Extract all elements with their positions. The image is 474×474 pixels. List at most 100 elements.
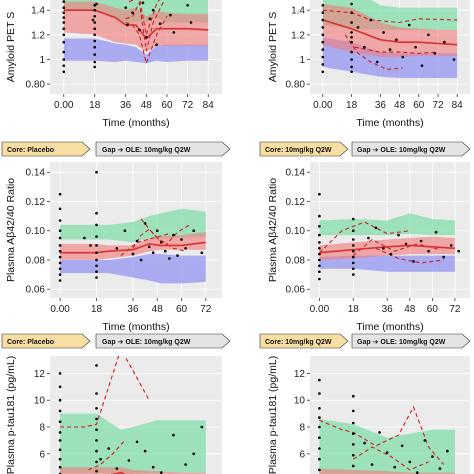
- core-phase-label: Core: 10mg/kg Q2W: [265, 339, 332, 346]
- data-point: [62, 58, 66, 61]
- data-point: [58, 457, 62, 461]
- median-percentile-band: [322, 4, 458, 57]
- data-point: [95, 392, 98, 395]
- data-point: [382, 31, 385, 34]
- data-point: [62, 64, 66, 67]
- ole-phase-label: Gap ➔ OLE: 10mg/kg Q2W: [102, 339, 191, 346]
- data-point: [427, 33, 430, 37]
- plot-content: [50, 162, 222, 298]
- x-axis-title: Time (months): [356, 117, 423, 129]
- data-point: [433, 52, 437, 55]
- data-point: [352, 238, 355, 241]
- x-axis-title: Time (months): [102, 321, 169, 333]
- median-line: [319, 244, 455, 254]
- x-axis-title: Time (months): [102, 117, 169, 129]
- y-tick-label: 6: [299, 449, 305, 460]
- data-point: [186, 4, 189, 7]
- data-point: [318, 252, 321, 256]
- observed-percentile-line: [322, 9, 458, 24]
- data-point: [352, 261, 355, 265]
- data-point: [442, 255, 445, 259]
- plot-content: [310, 373, 470, 474]
- x-tick-label: 72: [449, 304, 461, 315]
- y-tick-label: 0.08: [286, 255, 306, 266]
- data-point: [446, 449, 449, 453]
- data-point: [350, 11, 353, 14]
- data-point: [160, 241, 163, 244]
- data-point: [95, 460, 98, 464]
- data-point: [408, 460, 412, 464]
- data-point: [419, 239, 423, 243]
- data-point: [58, 398, 62, 402]
- panel-ptau-left: 6 8 10 12 Plasma p-tau181 (pg/mL): [5, 356, 222, 474]
- y-tick-label: 0.06: [26, 285, 46, 296]
- data-point: [352, 432, 355, 436]
- data-point: [95, 364, 98, 367]
- observed-percentile-line: [132, 228, 186, 252]
- data-point: [369, 18, 373, 22]
- y-tick-label: 0.14: [26, 168, 46, 179]
- median-percentile-band: [63, 1, 209, 53]
- y-tick-label: 1.4: [291, 6, 305, 17]
- x-tick-label: 0.00: [50, 304, 70, 315]
- data-point: [385, 451, 389, 454]
- ole-phase-label: Gap ➔ OLE: 10mg/kg Q2W: [357, 147, 446, 154]
- data-point: [95, 2, 98, 6]
- data-point: [318, 378, 321, 382]
- data-point: [58, 372, 62, 375]
- data-point: [356, 26, 360, 29]
- data-point: [99, 457, 102, 461]
- data-point: [93, 60, 96, 64]
- phase-arrows-row1: Core: Placebo Gap ➔ OLE: 10mg/kg Q2W Cor…: [1, 141, 471, 157]
- data-point: [95, 417, 98, 421]
- data-point: [350, 21, 353, 24]
- median-line: [60, 241, 206, 254]
- data-point: [135, 239, 139, 243]
- data-point: [58, 219, 62, 222]
- data-point: [449, 244, 453, 247]
- y-tick-label: 10: [34, 396, 46, 407]
- panel-pet-right: 0.80 1 1.2 1.4 0.00 18 36 48 60 72 84 Time (months)…: [267, 0, 470, 129]
- median-line: [63, 9, 209, 40]
- data-point: [58, 431, 62, 434]
- data-point: [350, 36, 353, 39]
- data-point: [363, 45, 366, 49]
- data-point: [352, 229, 355, 232]
- data-point: [192, 452, 195, 456]
- data-point: [318, 392, 321, 395]
- data-point: [350, 40, 353, 44]
- y-tick-label: 0.80: [286, 80, 306, 91]
- data-point: [321, 18, 325, 22]
- data-point: [95, 469, 98, 473]
- data-point: [375, 60, 379, 64]
- data-point: [169, 13, 172, 17]
- data-point: [192, 229, 195, 232]
- data-point: [95, 170, 98, 174]
- data-point: [93, 53, 96, 56]
- data-point: [393, 465, 397, 469]
- data-point: [93, 45, 96, 49]
- ole-phase-arrow-right: Gap ➔ OLE: 10mg/kg Q2W: [351, 333, 471, 349]
- data-point: [318, 270, 321, 274]
- lower-percentile-band: [60, 254, 206, 284]
- data-point: [151, 251, 155, 254]
- data-point: [91, 18, 95, 22]
- x-tick-label: 60: [161, 100, 173, 111]
- observed-percentile-line: [125, 0, 166, 52]
- data-point: [62, 27, 66, 31]
- data-point: [143, 222, 147, 225]
- data-point: [93, 65, 96, 69]
- data-point: [115, 467, 119, 470]
- data-point: [352, 394, 355, 398]
- y-tick-label: 0.12: [26, 197, 46, 208]
- data-point: [95, 244, 98, 247]
- data-point: [321, 63, 325, 66]
- data-point: [168, 257, 171, 260]
- data-point: [95, 223, 98, 227]
- median-line: [110, 471, 127, 474]
- core-phase-label: Core: 10mg/kg Q2W: [265, 147, 332, 154]
- core-phase-label: Core: Placebo: [7, 147, 54, 154]
- data-point: [58, 244, 62, 247]
- data-point: [318, 247, 321, 250]
